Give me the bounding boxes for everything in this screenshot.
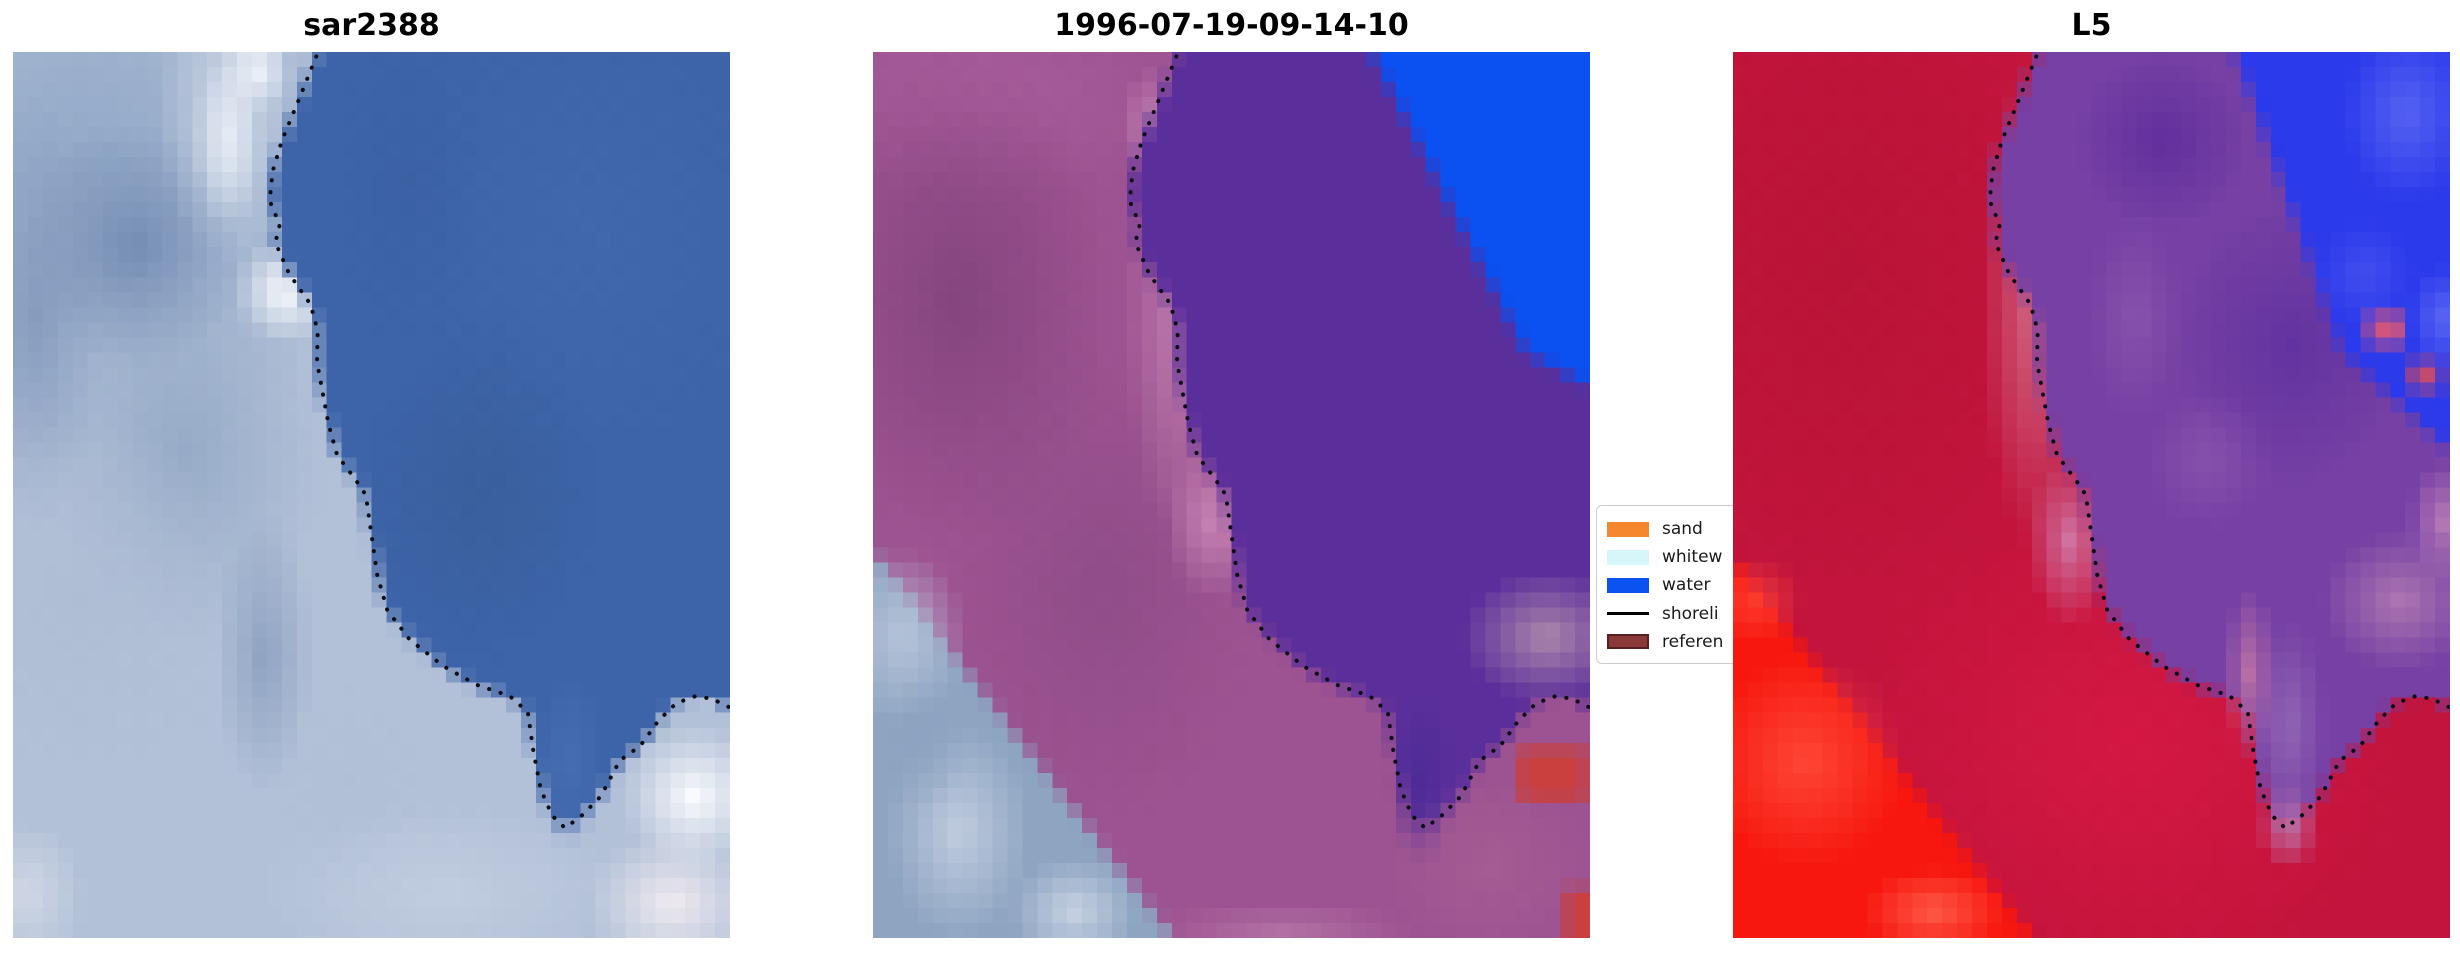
legend-item-reference: referen [1607,628,1809,656]
legend-item-sand: sand [1607,515,1809,543]
classified-image [873,52,1590,938]
reference-swatch [1607,634,1649,650]
panel-title-sar2388: sar2388 [303,8,440,43]
legend-item-whitewater: whitew [1607,543,1809,571]
legend-label: shoreli [1662,603,1719,624]
panel-sar2388 [13,52,730,938]
shoreline-overlay [1987,54,2450,831]
shoreline-line-swatch [1607,612,1649,616]
legend-label: water [1662,575,1711,596]
whitewater-swatch [1607,549,1649,565]
panel-title-date: 1996-07-19-09-14-10 [1054,8,1409,43]
shoreline-overlay [267,54,730,831]
sand-swatch [1607,521,1649,537]
panel-l5 [1733,52,2450,938]
legend-item-shoreline: shoreli [1607,600,1809,628]
panel-title-l5: L5 [2071,8,2112,43]
legend-item-water: water [1607,571,1809,599]
panel-classified-date [873,52,1590,938]
sar2388-image [13,52,730,938]
l5-image [1733,52,2450,938]
legend-label: whitew [1662,547,1723,568]
shoreline-overlay [1127,54,1590,831]
legend-label: sand [1662,519,1703,540]
legend-label: referen [1662,631,1724,652]
water-swatch [1607,577,1649,593]
